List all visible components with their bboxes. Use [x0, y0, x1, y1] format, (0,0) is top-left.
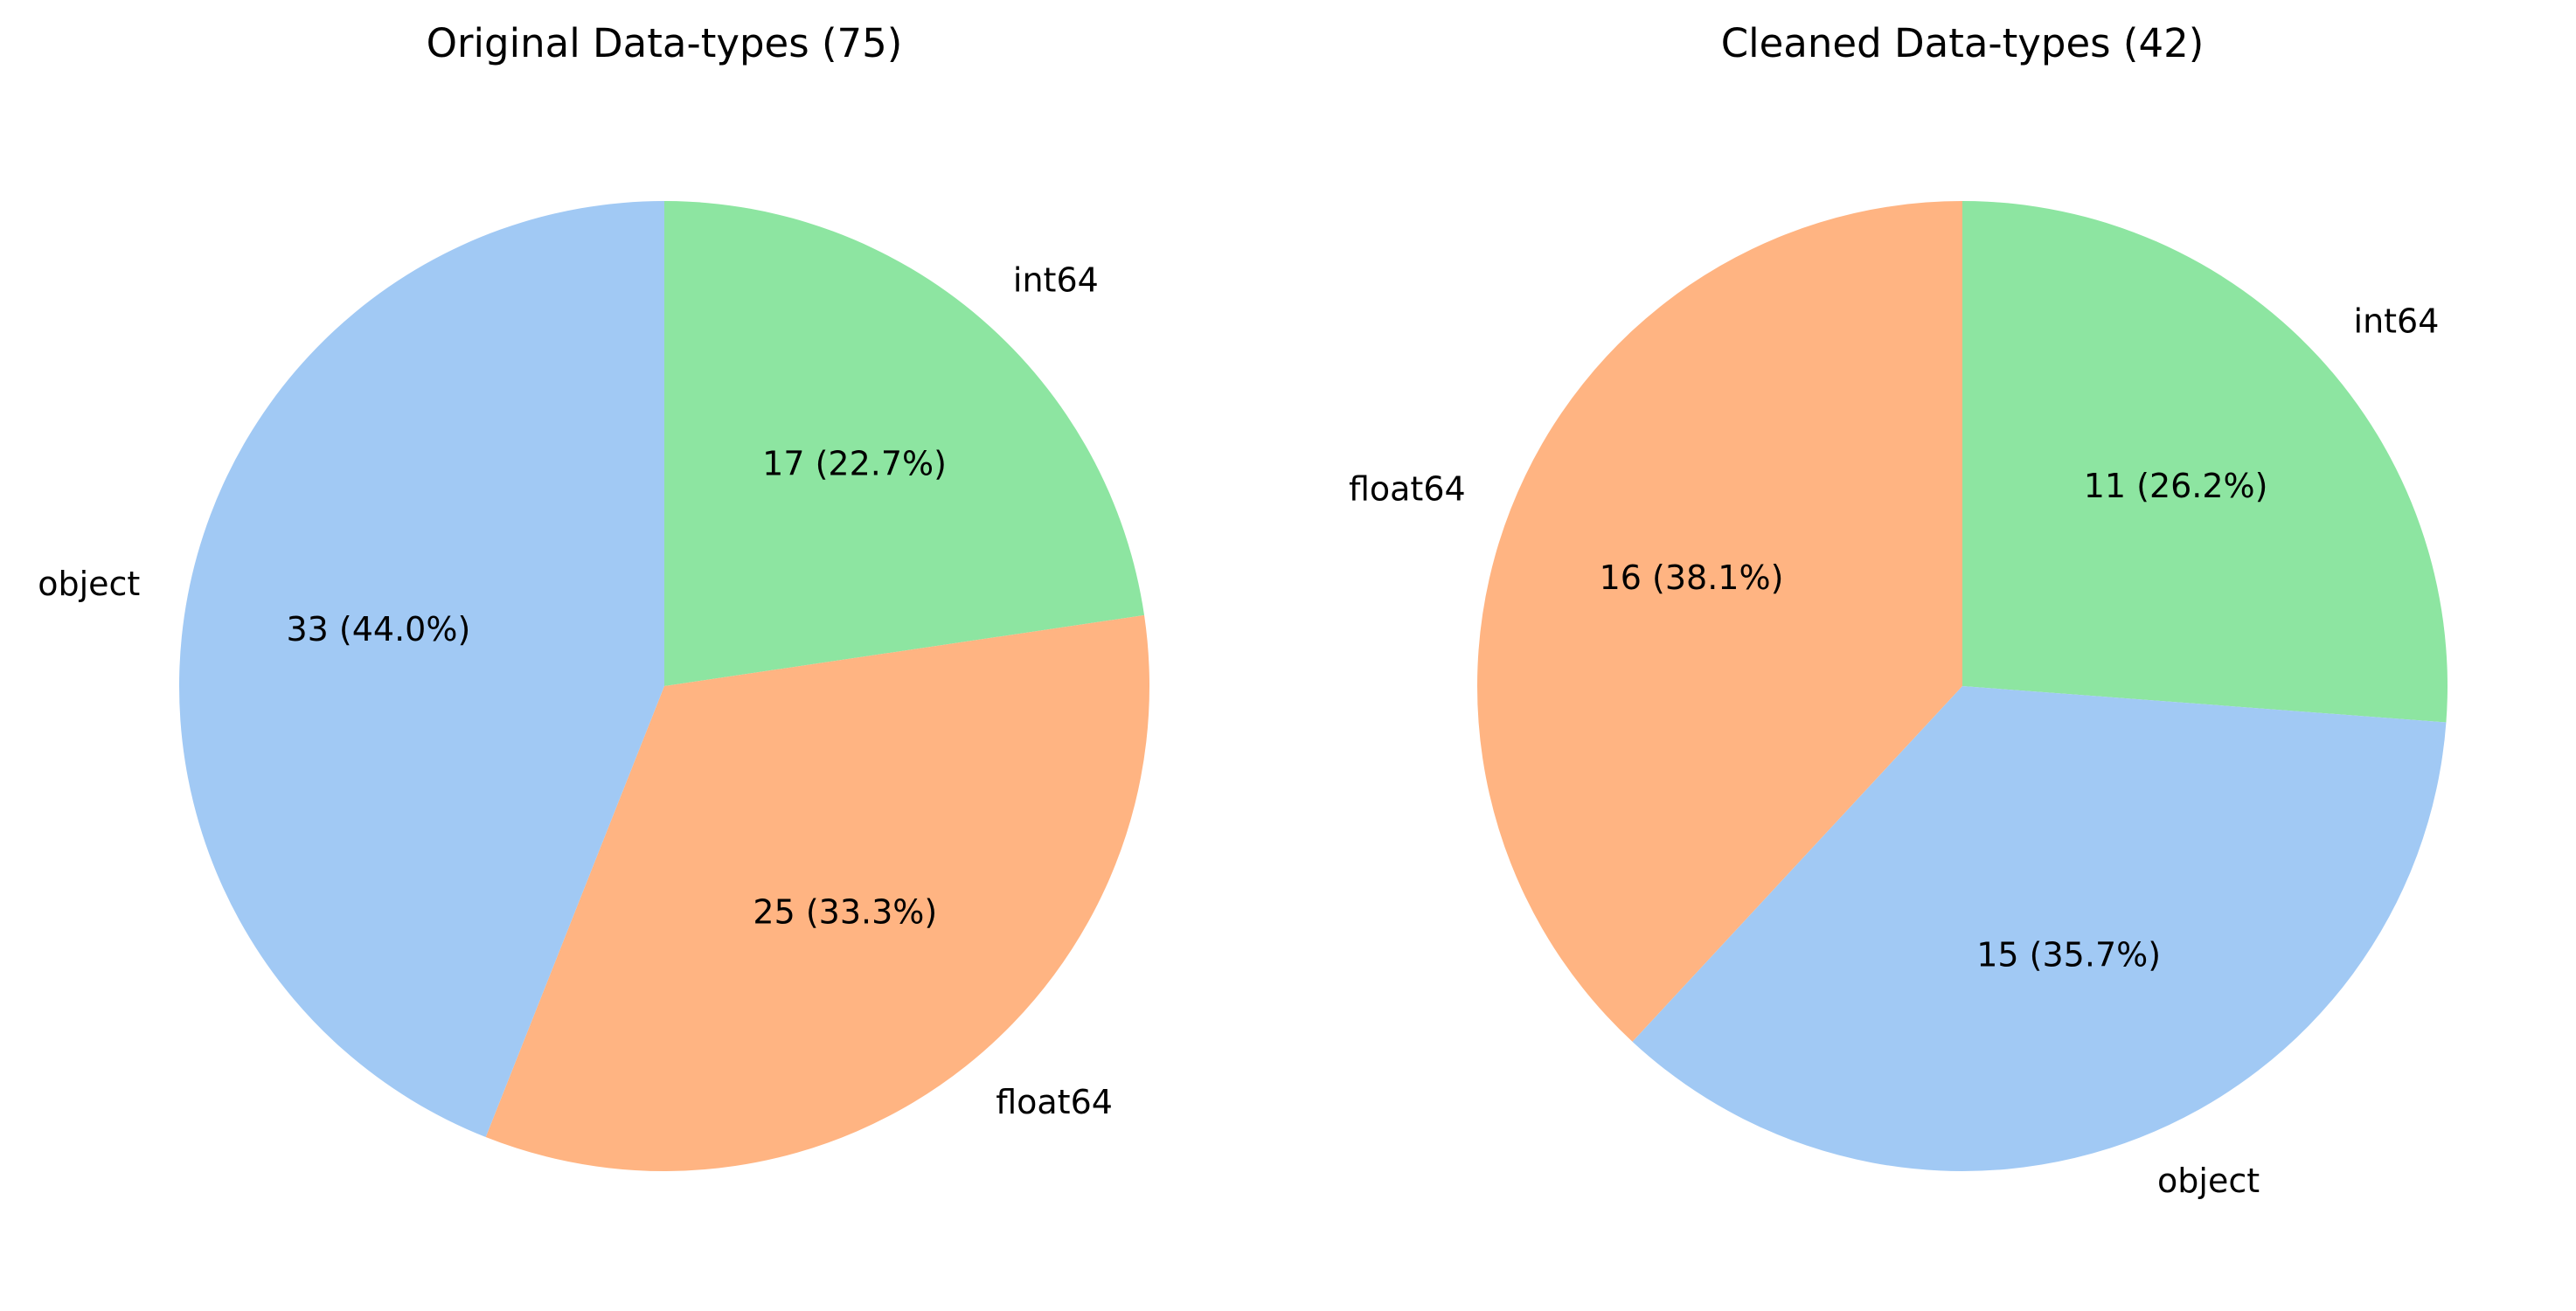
- cleaned-slice-value-float64: 16 (38.1%): [1600, 558, 1784, 597]
- cleaned-slice-label-object: object: [2157, 1162, 2260, 1200]
- original-pie-chart: Original Data-types (75) int64 17 (22.7%)…: [38, 20, 1149, 1172]
- cleaned-pie-chart: Cleaned Data-types (42) int64 11 (26.2%) o…: [1349, 20, 2448, 1200]
- original-slice-float64: [485, 614, 1149, 1172]
- original-slice-value-float64: 25 (33.3%): [753, 892, 937, 931]
- original-slice-label-float64: float64: [996, 1083, 1113, 1121]
- cleaned-chart-title: Cleaned Data-types (42): [1721, 20, 2205, 66]
- original-chart-title: Original Data-types (75): [427, 20, 903, 66]
- original-slice-object: [178, 201, 664, 1138]
- original-slice-value-object: 33 (44.0%): [286, 610, 470, 649]
- cleaned-slice-label-int64: int64: [2354, 302, 2440, 340]
- cleaned-slice-float64: [1477, 201, 1962, 1042]
- original-slice-int64: [664, 201, 1145, 686]
- cleaned-slice-object: [1632, 686, 2447, 1171]
- original-slice-value-int64: 17 (22.7%): [762, 444, 947, 482]
- original-slice-label-object: object: [38, 565, 140, 603]
- cleaned-slice-label-float64: float64: [1349, 469, 1466, 508]
- cleaned-slice-int64: [1962, 201, 2448, 723]
- cleaned-slice-value-int64: 11 (26.2%): [2084, 467, 2268, 505]
- original-slice-label-int64: int64: [1013, 260, 1099, 299]
- cleaned-slice-value-object: 15 (35.7%): [1976, 935, 2161, 974]
